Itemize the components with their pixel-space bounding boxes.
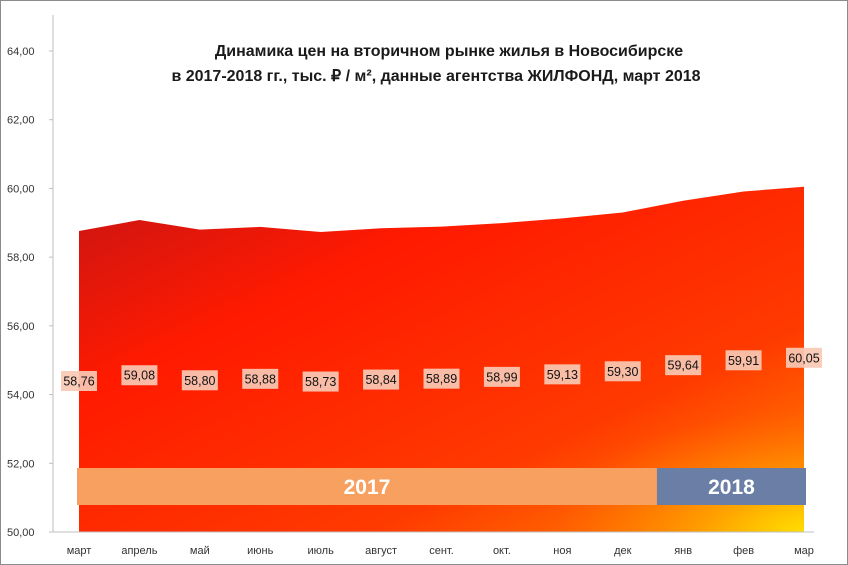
y-tick-label: 54,00 [7, 390, 35, 402]
chart-title-line-2: в 2017-2018 гг., тыс. ₽ / м², данные аге… [171, 68, 700, 85]
y-axis: 50,00 52,00 54,00 56,00 58,00 60,00 62,00 64,00 [7, 15, 54, 539]
x-tick-label: дек [614, 545, 632, 557]
x-axis: март апрель май июнь июль август сент. окт. ноя д… [53, 531, 814, 557]
year-band-2018 [656, 468, 806, 505]
area-layer [79, 186, 804, 533]
data-label: 58,88 [245, 372, 276, 386]
year-band-label: 2017 [344, 476, 391, 499]
x-tick-label: мар [794, 545, 814, 557]
x-tick-label: май [190, 545, 210, 557]
year-band-label: 2018 [708, 476, 755, 499]
data-label: 60,05 [788, 351, 819, 365]
y-tick-label: 58,00 [7, 252, 35, 264]
data-label-box [544, 364, 581, 385]
data-label-box [242, 368, 279, 389]
x-tick-label: март [67, 545, 92, 557]
data-label-box [786, 347, 822, 368]
data-label-box [302, 371, 339, 392]
chart-title: Динамика цен на вторичном рынке жилья в … [171, 43, 700, 85]
data-label: 59,64 [668, 359, 699, 373]
data-label: 58,99 [486, 370, 517, 384]
data-label: 58,80 [184, 374, 215, 388]
data-label: 58,76 [63, 375, 94, 389]
data-label-box [604, 361, 641, 382]
data-labels: 58,76 59,08 58,80 58,88 58,73 58,84 58,89 58,99… [61, 347, 822, 392]
y-tick-label: 62,00 [7, 115, 35, 127]
y-tick-label: 56,00 [7, 321, 35, 333]
data-label-box [61, 371, 97, 391]
x-tick-label: окт. [493, 545, 511, 557]
chart-title-line-1: Динамика цен на вторичном рынке жилья в … [215, 43, 683, 60]
data-label: 58,84 [365, 373, 396, 387]
data-label-box [483, 366, 520, 387]
data-label-box [121, 365, 158, 386]
y-tick-label: 64,00 [7, 46, 35, 58]
data-label: 59,91 [728, 354, 759, 368]
x-tick-label: июль [308, 545, 335, 557]
data-label: 58,89 [426, 372, 457, 386]
y-tick-label: 60,00 [7, 183, 35, 195]
data-label-box [423, 368, 460, 389]
data-label: 59,08 [124, 369, 155, 383]
year-band-2017 [77, 468, 657, 505]
x-tick-label: янв [674, 545, 692, 557]
x-tick-label: август [365, 545, 397, 557]
y-tick-label: 52,00 [7, 458, 35, 470]
x-tick-label: июнь [247, 545, 273, 557]
x-tick-label: сент. [429, 545, 454, 557]
data-label: 59,13 [547, 368, 578, 382]
data-label: 58,73 [305, 375, 336, 389]
data-label-box [665, 355, 702, 376]
data-label-box [181, 370, 218, 391]
data-label-box [363, 369, 400, 390]
year-bands: 2017 2018 [77, 468, 806, 505]
x-tick-label: фев [733, 545, 754, 557]
data-label: 59,30 [607, 365, 638, 379]
x-tick-label: апрель [121, 545, 157, 557]
y-tick-label: 50,00 [7, 527, 35, 539]
data-label-box [725, 350, 762, 371]
price-area-glow [79, 186, 804, 533]
x-tick-label: ноя [553, 545, 571, 557]
